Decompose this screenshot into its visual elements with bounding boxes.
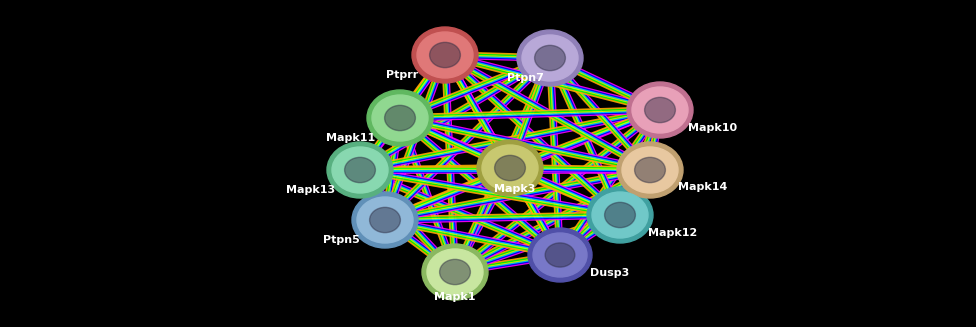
Ellipse shape	[427, 249, 483, 295]
Ellipse shape	[632, 87, 688, 133]
Ellipse shape	[385, 105, 416, 131]
Ellipse shape	[622, 147, 678, 193]
Text: Mapk10: Mapk10	[688, 123, 737, 133]
Ellipse shape	[644, 97, 675, 123]
Ellipse shape	[627, 82, 693, 138]
Text: Mapk11: Mapk11	[326, 133, 375, 143]
Ellipse shape	[412, 27, 478, 83]
Ellipse shape	[332, 147, 388, 193]
Text: Mapk14: Mapk14	[678, 182, 727, 192]
Ellipse shape	[546, 243, 575, 267]
Text: Ptpn7: Ptpn7	[507, 73, 544, 83]
Ellipse shape	[522, 35, 578, 81]
Ellipse shape	[535, 45, 565, 71]
Text: Mapk3: Mapk3	[494, 184, 536, 194]
Ellipse shape	[587, 187, 653, 243]
Ellipse shape	[357, 197, 413, 243]
Text: Dusp3: Dusp3	[590, 268, 630, 278]
Ellipse shape	[352, 192, 418, 248]
Text: Mapk12: Mapk12	[648, 228, 697, 238]
Ellipse shape	[477, 140, 543, 196]
Text: Ptprr: Ptprr	[386, 70, 418, 80]
Ellipse shape	[327, 142, 393, 198]
Ellipse shape	[495, 155, 525, 181]
Ellipse shape	[370, 207, 400, 232]
Ellipse shape	[439, 259, 470, 284]
Ellipse shape	[533, 233, 587, 277]
Ellipse shape	[482, 145, 538, 191]
Ellipse shape	[617, 142, 683, 198]
Ellipse shape	[429, 43, 461, 68]
Ellipse shape	[604, 202, 635, 228]
Ellipse shape	[345, 157, 376, 183]
Ellipse shape	[592, 192, 648, 238]
Text: Mapk1: Mapk1	[434, 292, 475, 302]
Ellipse shape	[528, 228, 592, 282]
Ellipse shape	[422, 244, 488, 300]
Ellipse shape	[417, 32, 473, 78]
Ellipse shape	[367, 90, 433, 146]
Text: Ptpn5: Ptpn5	[323, 235, 360, 245]
Ellipse shape	[372, 95, 428, 141]
Text: Mapk13: Mapk13	[286, 185, 335, 195]
Ellipse shape	[517, 30, 583, 86]
Ellipse shape	[634, 157, 666, 183]
